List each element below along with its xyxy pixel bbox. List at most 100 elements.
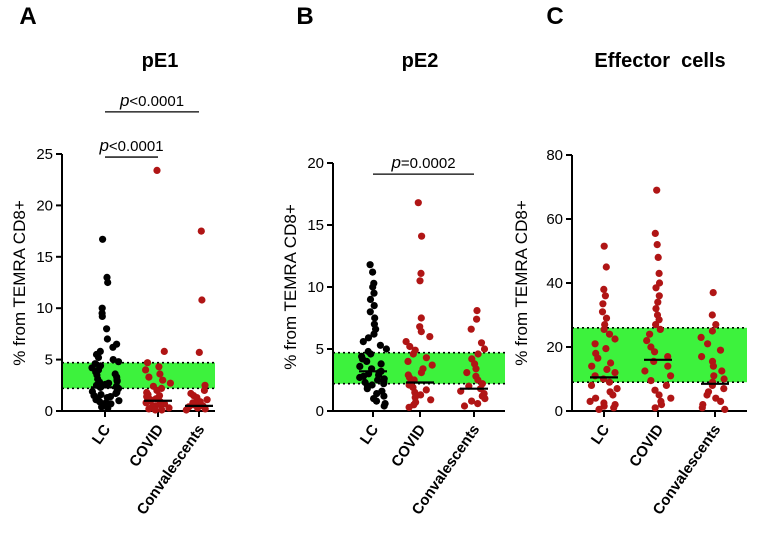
data-point (656, 325, 664, 333)
data-point (377, 360, 385, 368)
y-tick-label: 20 (36, 197, 53, 214)
series-covid (641, 186, 675, 412)
x-tick-label: COVID (626, 421, 667, 470)
data-point (662, 381, 671, 389)
data-point (602, 345, 610, 353)
data-point (366, 295, 375, 303)
data-point (720, 385, 728, 393)
data-point (480, 345, 489, 353)
data-point (709, 362, 718, 370)
data-point (402, 338, 410, 346)
data-point (369, 268, 377, 276)
data-point (473, 307, 481, 315)
data-point (109, 343, 117, 351)
panel-c: C Effector cells 0 20 40 60 80 % from TEMRA CD8… (512, 3, 747, 518)
y-axis-label: % from TEMRA CD8+ (10, 200, 29, 366)
data-point (720, 375, 728, 383)
data-point (664, 353, 672, 361)
series-lc (356, 261, 390, 410)
data-point (657, 401, 666, 409)
data-point (588, 362, 596, 370)
data-point (704, 340, 712, 348)
data-point (98, 403, 106, 411)
y-tick-label: 20 (546, 339, 563, 356)
data-point (586, 397, 594, 405)
data-point (405, 403, 413, 411)
series-convalescents (457, 307, 489, 410)
p-value: =0.0002 (401, 155, 456, 172)
data-point (698, 353, 706, 361)
data-point (409, 350, 417, 358)
data-point (115, 397, 123, 405)
reference-band (63, 362, 215, 389)
data-point (369, 283, 377, 291)
data-point (477, 339, 486, 347)
series-covid (402, 199, 436, 411)
data-point (651, 229, 659, 237)
data-point (195, 348, 203, 356)
data-point (609, 391, 617, 399)
data-point (156, 370, 164, 378)
data-point (153, 166, 161, 174)
data-point (592, 394, 600, 402)
data-point (414, 199, 422, 207)
data-point (463, 369, 471, 377)
data-point (201, 405, 209, 413)
panel-letter: A (19, 3, 36, 30)
data-point (667, 394, 675, 402)
y-tick-label: 0 (555, 403, 563, 420)
data-point (716, 346, 725, 354)
data-point (599, 300, 607, 308)
panel-title: pE2 (402, 50, 439, 72)
data-point (467, 325, 475, 333)
data-point (641, 367, 649, 375)
y-tick-label: 5 (45, 352, 53, 369)
y-axis-label: % from TEMRA CD8+ (281, 204, 300, 370)
x-tick-label: COVID (126, 421, 167, 470)
data-point (651, 386, 659, 394)
p-symbol: p (119, 91, 129, 110)
data-point (371, 314, 379, 322)
data-point (422, 354, 430, 362)
panel-title: pE1 (142, 50, 179, 72)
p-value-label: p=0.0002 (390, 153, 455, 172)
data-point (416, 277, 424, 285)
data-point (426, 333, 434, 341)
data-point (698, 404, 706, 412)
data-point (417, 328, 425, 336)
data-point (367, 350, 375, 358)
data-point (474, 350, 482, 358)
series-lc (586, 242, 621, 413)
data-point (718, 367, 726, 375)
y-tick-label: 15 (36, 249, 53, 266)
series-convalescents (182, 227, 213, 414)
data-point (166, 379, 174, 387)
data-point (114, 358, 123, 366)
data-point (151, 406, 159, 414)
data-point (370, 330, 378, 338)
x-tick-label: COVID (388, 421, 429, 470)
data-point (605, 330, 614, 338)
data-point (652, 321, 660, 329)
p-value-label: p<0.0001 (119, 91, 184, 110)
data-point (380, 380, 388, 388)
data-point (651, 348, 659, 356)
data-point (655, 269, 663, 277)
data-point (366, 261, 374, 269)
data-point (605, 378, 614, 386)
data-point (712, 321, 720, 329)
y-tick-label: 0 (316, 403, 324, 420)
data-point (200, 386, 208, 394)
data-point (600, 242, 608, 250)
data-point (182, 406, 190, 414)
data-point (721, 405, 729, 413)
data-point (481, 395, 489, 403)
data-point (587, 381, 596, 389)
data-point (598, 308, 607, 316)
y-tick-label: 0 (45, 403, 53, 420)
data-point (406, 342, 414, 351)
x-tick-label: LC (89, 421, 114, 447)
y-tick-label: 40 (546, 275, 563, 292)
data-point (427, 396, 435, 404)
